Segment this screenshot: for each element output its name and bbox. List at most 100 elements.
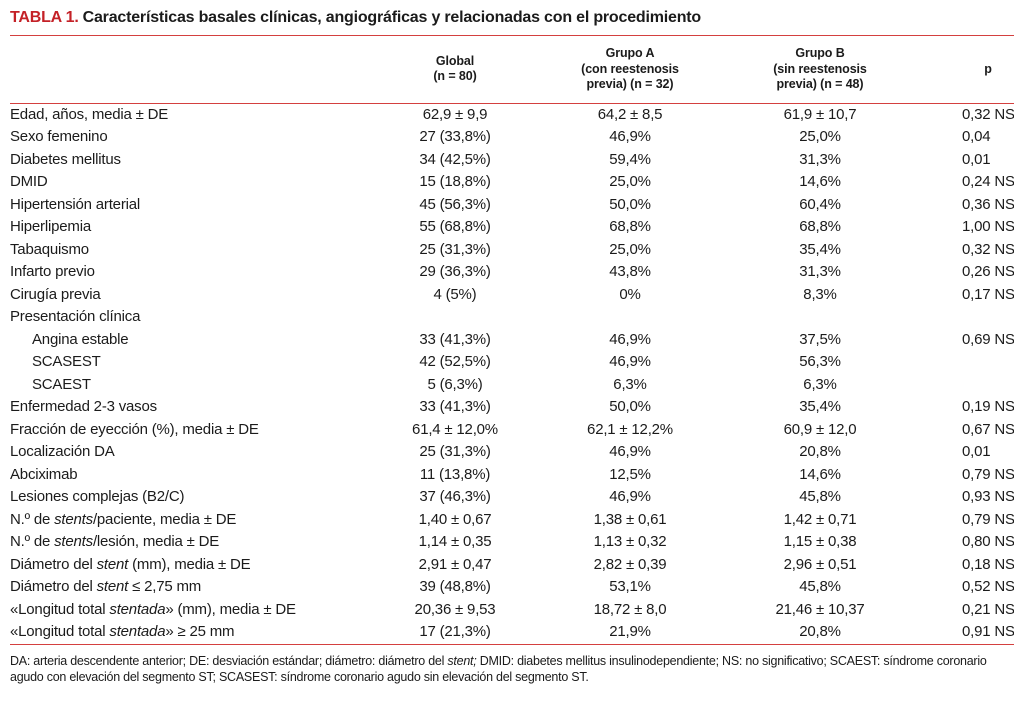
header-grupo-b: Grupo B (sin reestenosis previa) (n = 48… [773,46,867,91]
cell-grupo-b: 2,96 ± 0,51 [783,555,857,573]
cell-grupo-a: 0% [619,285,641,303]
cell-global [375,306,535,329]
cell-p: 0,52 NS [962,578,1014,595]
cell-p [915,374,1014,397]
cell-p: 1,00 NS [962,218,1014,235]
table-row: Hipertensión arterial 45 (56,3%) 50,0% 60,4… [10,194,1014,217]
cell-grupo-a: 50,0% [609,398,651,415]
cell-grupo-a: 43,8% [609,263,651,280]
cell-global: 33 (41,3%) [419,330,491,348]
table-title: TABLA 1. Características basales clínicas… [10,6,1014,36]
header-grupo-a: Grupo A (con reestenosis previa) (n = 32… [581,46,679,91]
table-row: Abciximab 11 (13,8%) 12,5% 14,6% 0,79 NS [10,464,1014,487]
cell-grupo-a: 46,9% [609,443,651,460]
table-row: Hiperlipemia 55 (68,8%) 68,8% 68,8% 1,00 NS [10,216,1014,239]
cell-p: 0,79 NS [962,510,1014,528]
cell-grupo-b: 60,9 ± 12,0 [783,420,857,438]
cell-grupo-a: 1,38 ± 0,61 [593,510,667,528]
cell-grupo-b [725,306,915,329]
cell-global: 42 (52,5%) [419,353,491,370]
cell-grupo-a: 53,1% [609,578,651,595]
cell-grupo-b: 25,0% [799,128,841,145]
row-label: SCAEST [32,375,91,393]
table-row: Angina estable 33 (41,3%) 46,9% 37,5% 0,69 N… [10,329,1014,352]
table-body: Edad, años, media ± DE 62,9 ± 9,9 64,2 ± 8… [10,103,1014,644]
cell-p: 0,69 NS [962,330,1014,348]
table-row: Diámetro del stent ≤ 2,75 mm 39 (48,8%) 53… [10,576,1014,599]
cell-p: 0,93 NS [962,488,1014,505]
row-label: Fracción de eyección (%), media ± DE [10,420,259,438]
row-label: Diabetes mellitus [10,150,121,168]
cell-grupo-a: 18,72 ± 8,0 [593,600,667,618]
cell-grupo-b: 1,42 ± 0,71 [783,510,857,528]
cell-global: 29 (36,3%) [419,263,491,280]
row-label: «Longitud total stentada» (mm), media ± … [10,600,296,618]
table-row: Edad, años, media ± DE 62,9 ± 9,9 64,2 ± 8… [10,103,1014,126]
cell-grupo-b: 1,15 ± 0,38 [783,533,857,550]
table-row: Infarto previo 29 (36,3%) 43,8% 31,3% 0,26 N… [10,261,1014,284]
table-row: Cirugía previa 4 (5%) 0% 8,3% 0,17 NS [10,284,1014,307]
table-row: Tabaquismo 25 (31,3%) 25,0% 35,4% 0,32 NS [10,239,1014,262]
table-row: Presentación clínica [10,306,1014,329]
row-label: Lesiones complejas (B2/C) [10,488,185,505]
table-row: «Longitud total stentada» (mm), media ± … [10,599,1014,622]
cell-p [915,351,1014,374]
cell-p: 0,36 NS [962,195,1014,213]
row-label: Abciximab [10,465,78,483]
cell-p: 0,32 NS [962,105,1014,123]
row-label: Infarto previo [10,263,95,280]
row-label: «Longitud total stentada» ≥ 25 mm [10,623,235,640]
table-row: Diabetes mellitus 34 (42,5%) 59,4% 31,3% 0,0… [10,149,1014,172]
cell-grupo-b: 68,8% [799,218,841,235]
row-label: Localización DA [10,443,115,460]
cell-global: 39 (48,8%) [419,578,491,595]
table-row: SCASEST 42 (52,5%) 46,9% 56,3% [10,351,1014,374]
cell-p: 0,32 NS [962,240,1014,258]
cell-grupo-a: 46,9% [609,488,651,505]
cell-global: 25 (31,3%) [419,443,491,460]
cell-p [915,306,1014,329]
cell-p: 0,19 NS [962,398,1014,415]
row-label: DMID [10,173,48,190]
table-caption: Características basales clínicas, angiog… [82,9,702,26]
cell-global: 20,36 ± 9,53 [414,600,496,618]
cell-grupo-b: 60,4% [799,195,841,213]
cell-p: 0,18 NS [962,555,1014,573]
table-row: N.º de stents/paciente, media ± DE 1,40 ±… [10,509,1014,532]
table-row: N.º de stents/lesión, media ± DE 1,14 ± 0… [10,531,1014,554]
cell-grupo-a: 46,9% [609,353,651,370]
cell-grupo-a: 46,9% [609,128,651,145]
cell-grupo-b: 45,8% [799,488,841,505]
cell-global: 17 (21,3%) [419,623,491,640]
table-figure: TABLA 1. Características basales clínicas… [10,6,1014,684]
cell-grupo-a: 50,0% [609,195,651,213]
cell-p: 0,01 [962,443,991,460]
header-p: p [984,61,992,76]
cell-global: 4 (5%) [433,285,477,303]
row-label: SCASEST [32,353,101,370]
baseline-characteristics-table: Global (n = 80) Grupo A (con reestenosis… [10,36,1014,645]
cell-grupo-a: 21,9% [609,623,651,640]
table-row: Diámetro del stent (mm), media ± DE 2,91 … [10,554,1014,577]
cell-grupo-b: 14,6% [799,465,841,483]
row-label: Presentación clínica [10,308,141,325]
table-row: DMID 15 (18,8%) 25,0% 14,6% 0,24 NS [10,171,1014,194]
header-global: Global (n = 80) [433,53,477,84]
cell-grupo-b: 56,3% [799,353,841,370]
cell-p: 0,17 NS [962,285,1014,303]
row-label: Tabaquismo [10,240,89,258]
cell-global: 1,40 ± 0,67 [418,510,492,528]
cell-grupo-b: 45,8% [799,578,841,595]
header-empty [10,36,375,103]
row-label: Hipertensión arterial [10,195,141,213]
cell-grupo-b: 6,3% [803,375,837,393]
cell-global: 15 (18,8%) [419,173,491,190]
cell-grupo-a: 25,0% [609,173,651,190]
cell-grupo-b: 35,4% [799,398,841,415]
row-label: Enfermedad 2-3 vasos [10,398,157,415]
row-label: Sexo femenino [10,128,108,145]
table-number: TABLA 1. [10,9,79,26]
cell-grupo-a [535,306,725,329]
row-label: Angina estable [32,330,129,348]
cell-grupo-a: 6,3% [613,375,647,393]
